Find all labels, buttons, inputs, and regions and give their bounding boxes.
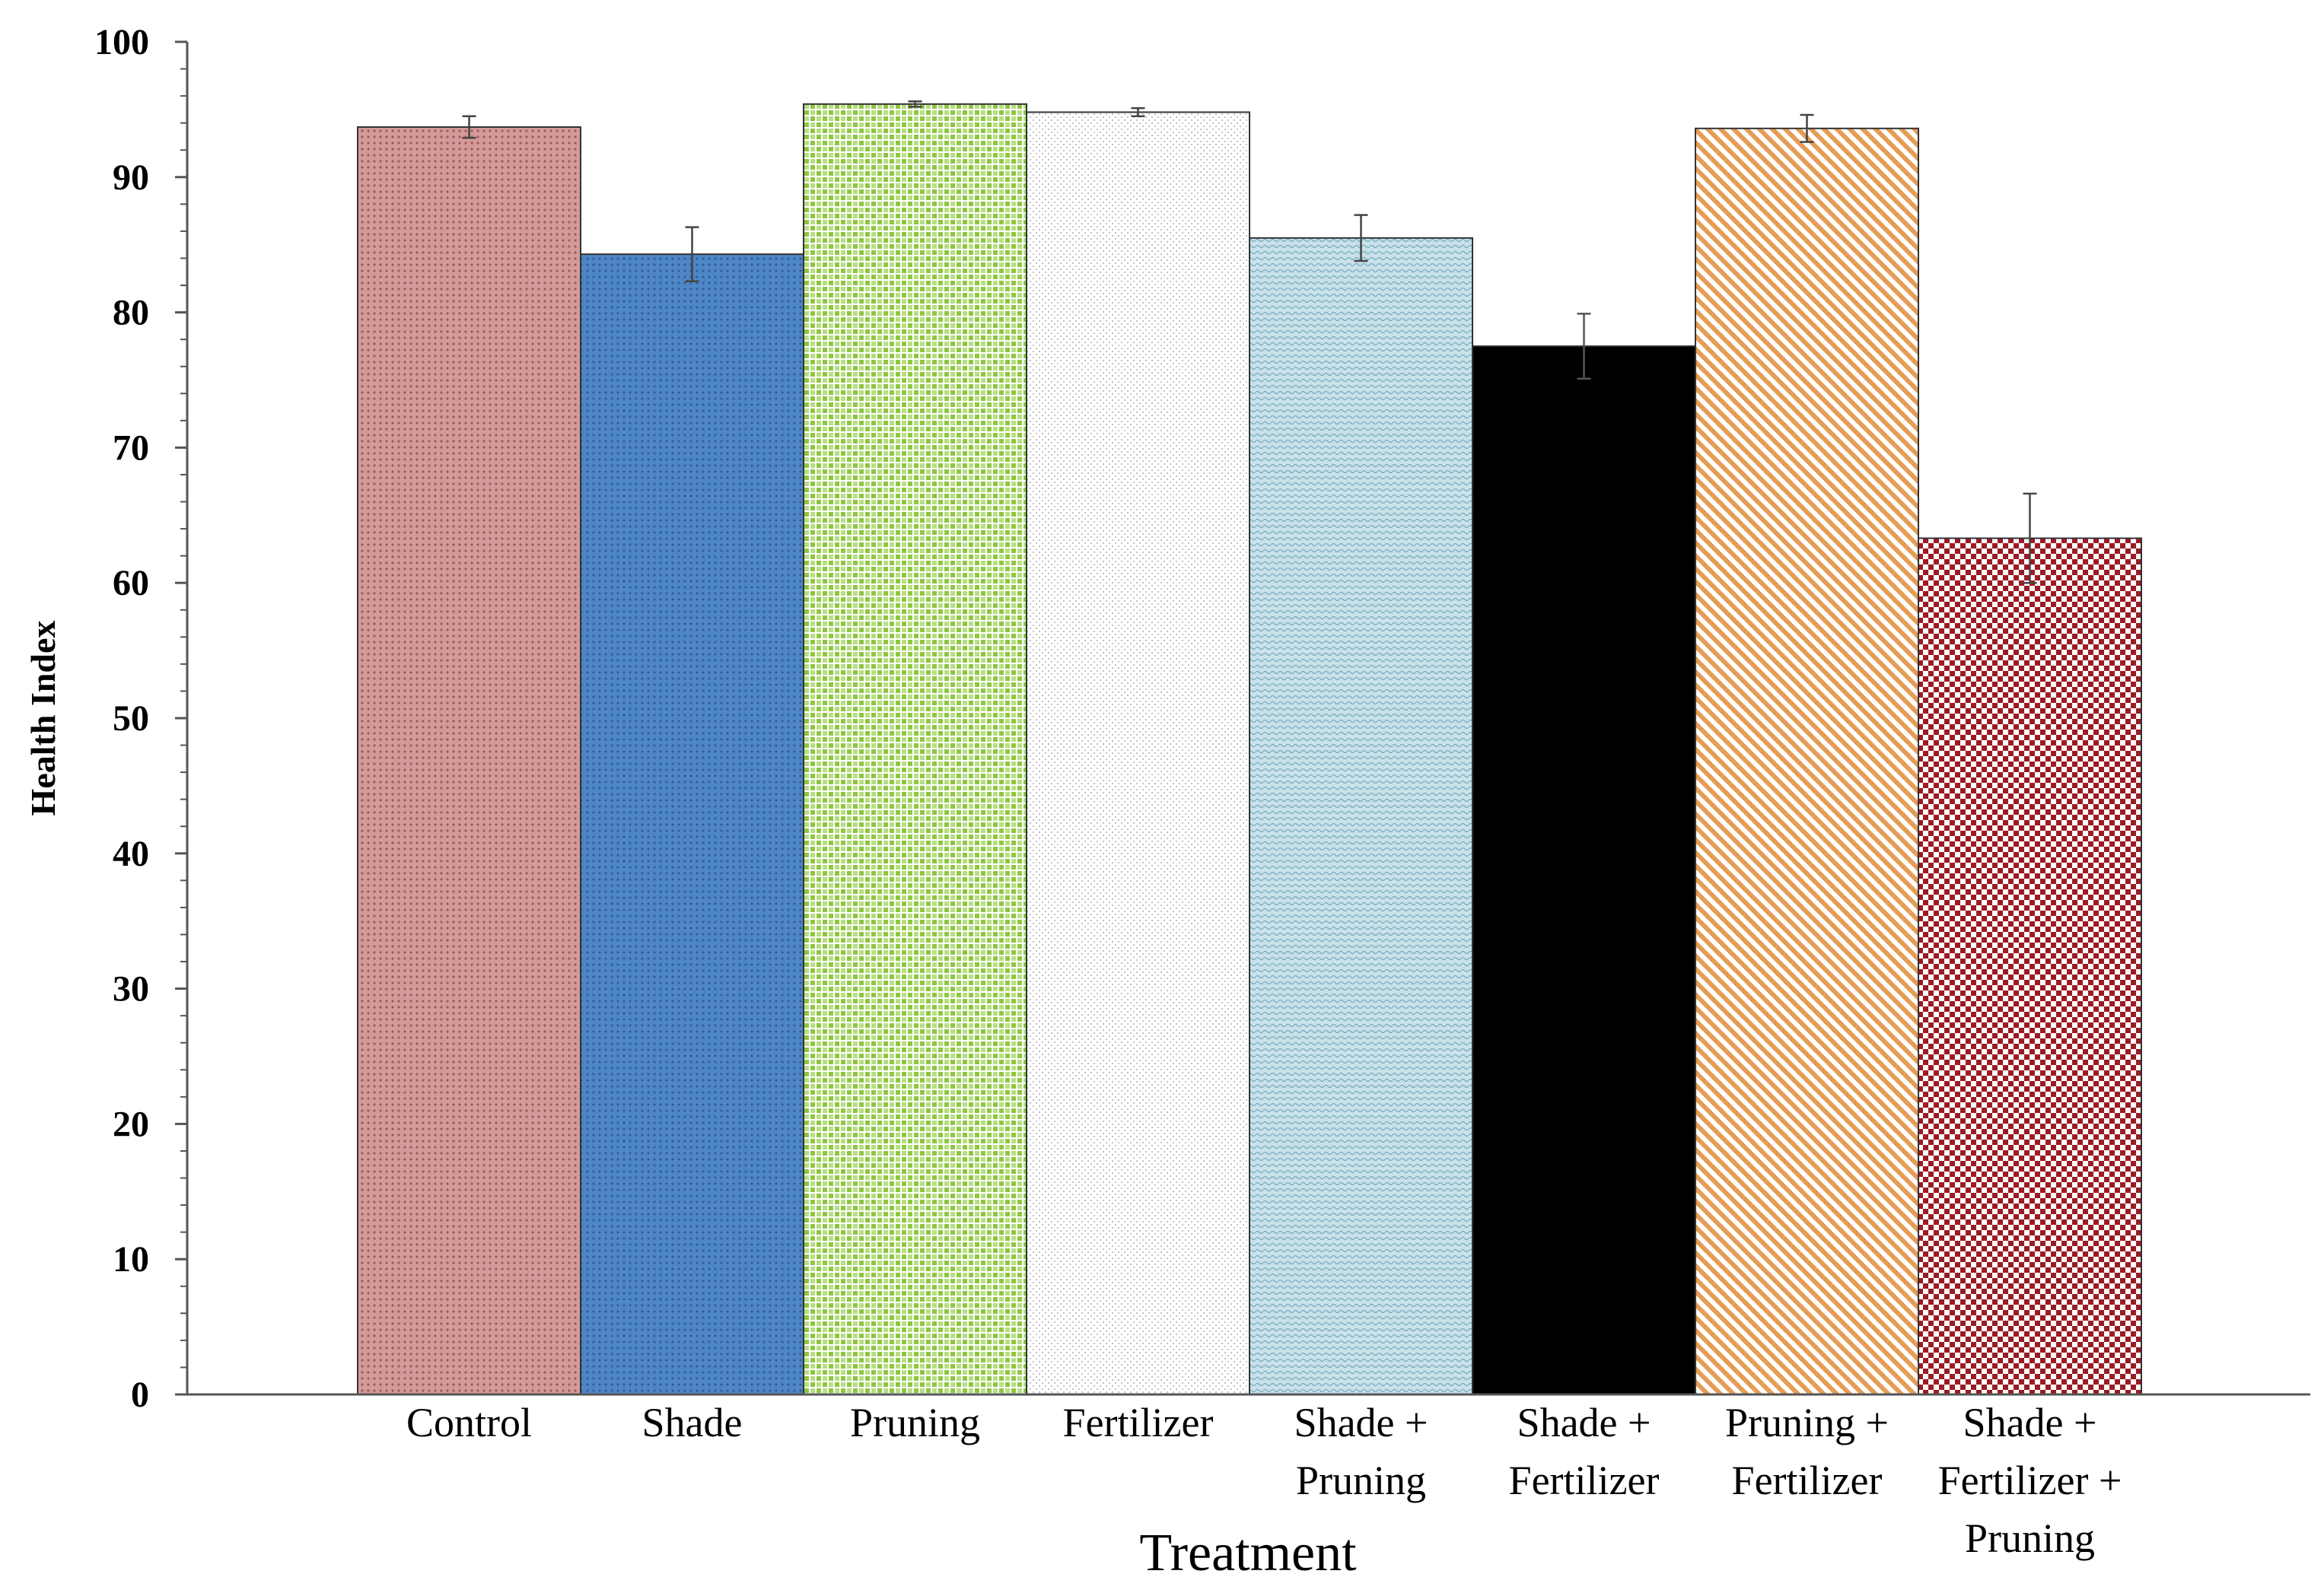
bar-shade-fertilizer [1472,345,1696,1395]
x-tick-label-line: Shade [642,1400,743,1445]
x-tick-label-line: Fertilizer [1063,1400,1214,1445]
y-tick-label: 80 [113,293,149,333]
x-tick-label-line: Control [406,1400,532,1445]
y-ticks-group: 0 10 20 30 40 50 60 70 80 90 100 [94,22,187,1415]
x-tick-label-line: Pruning [1296,1458,1426,1503]
bar-shade [580,253,804,1395]
y-tick-label: 10 [113,1239,149,1280]
x-axis-label: Treatment [1139,1524,1357,1582]
y-tick-label: 60 [113,563,149,603]
y-tick-label: 70 [113,428,149,468]
y-tick-label: 20 [113,1104,149,1144]
x-tick-label: Shade + Fertilizer + Pruning [1938,1400,2122,1561]
y-tick-label: 50 [113,698,149,739]
y-tick-label: 90 [113,157,149,198]
x-tick-label-line: Shade + [1517,1400,1651,1445]
bar-pruning-fertilizer [1695,127,1919,1396]
x-tick-label: Control [406,1400,532,1445]
x-tick-label: Shade [642,1400,743,1445]
x-tick-label-line: Pruning [1965,1515,2095,1561]
y-tick-label: 40 [113,834,149,874]
x-tick-label: Pruning [850,1400,980,1445]
y-tick-label: 100 [94,22,149,62]
x-tick-label: Pruning + Fertilizer [1725,1400,1889,1503]
x-tick-label-line: Fertilizer [1509,1458,1660,1503]
y-tick-label: 0 [131,1375,149,1415]
x-tick-label-line: Shade + [1294,1400,1428,1445]
x-tick-label: Shade + Pruning [1294,1400,1428,1503]
bar-shade-fertilizer-pruning [1918,537,2142,1395]
bar-shade-pruning [1249,237,1473,1395]
x-tick-label-line: Fertilizer [1732,1458,1883,1503]
x-tick-label-line: Shade + [1963,1400,2097,1445]
bar-pruning [803,103,1027,1396]
bars-group [357,103,2142,1396]
x-tick-label: Fertilizer [1063,1400,1214,1445]
bar-fertilizer [1026,111,1250,1395]
x-tick-label-line: Pruning + [1725,1400,1889,1445]
bar-control [357,126,581,1395]
x-tick-label-line: Fertilizer + [1938,1458,2122,1503]
error-bars-group [462,100,2037,584]
y-axis-label: Health Index [24,621,62,816]
x-tick-label: Shade + Fertilizer [1509,1400,1660,1503]
x-tick-label-line: Pruning [850,1400,980,1445]
y-tick-label: 30 [113,969,149,1010]
x-category-labels: Control Shade Pruning Fertilizer Shade + Prun… [406,1400,2122,1561]
